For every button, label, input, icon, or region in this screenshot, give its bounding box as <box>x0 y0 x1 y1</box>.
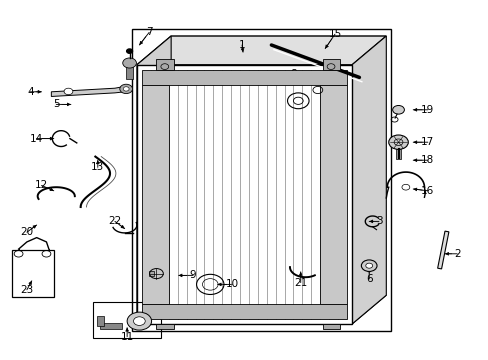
Text: 7: 7 <box>145 27 152 37</box>
Text: 1: 1 <box>238 40 245 50</box>
Text: 2: 2 <box>453 249 460 259</box>
Bar <box>126 65 133 79</box>
Circle shape <box>361 260 376 271</box>
Text: 11: 11 <box>120 332 134 342</box>
Text: 3: 3 <box>375 216 382 226</box>
Bar <box>148 271 153 276</box>
Text: 5: 5 <box>53 99 60 109</box>
Bar <box>320 85 346 304</box>
Bar <box>156 324 173 329</box>
Bar <box>395 149 400 159</box>
Text: 21: 21 <box>293 278 307 288</box>
Circle shape <box>120 84 132 94</box>
Circle shape <box>133 317 145 325</box>
Text: 8: 8 <box>289 69 296 79</box>
Bar <box>322 324 339 329</box>
Polygon shape <box>137 36 171 324</box>
Polygon shape <box>437 231 448 269</box>
Text: 20: 20 <box>20 227 33 237</box>
Bar <box>132 29 390 331</box>
Bar <box>322 59 339 70</box>
Circle shape <box>126 49 132 53</box>
Text: 15: 15 <box>327 29 341 39</box>
Circle shape <box>388 135 407 149</box>
Circle shape <box>123 87 129 91</box>
Bar <box>156 59 173 70</box>
Circle shape <box>64 88 73 95</box>
Circle shape <box>127 312 151 330</box>
Circle shape <box>122 58 136 68</box>
Polygon shape <box>351 36 386 324</box>
Bar <box>100 323 122 329</box>
Bar <box>12 250 54 297</box>
Polygon shape <box>137 36 386 65</box>
Bar <box>142 70 346 85</box>
Text: 16: 16 <box>420 186 434 196</box>
Bar <box>142 304 346 319</box>
Bar <box>97 316 104 326</box>
Text: 6: 6 <box>365 274 372 284</box>
Text: 19: 19 <box>420 105 434 115</box>
Polygon shape <box>51 86 129 96</box>
Text: 18: 18 <box>420 155 434 165</box>
Polygon shape <box>137 295 386 324</box>
Text: 13: 13 <box>91 162 104 172</box>
Text: 23: 23 <box>20 285 34 295</box>
Circle shape <box>365 263 372 268</box>
Polygon shape <box>137 65 351 324</box>
Bar <box>142 85 168 304</box>
Text: 12: 12 <box>35 180 48 190</box>
Text: 17: 17 <box>420 137 434 147</box>
Text: 14: 14 <box>30 134 43 144</box>
Text: 4: 4 <box>27 87 34 97</box>
Circle shape <box>392 105 404 114</box>
Bar <box>93 302 161 338</box>
Text: 10: 10 <box>225 279 238 289</box>
Text: 9: 9 <box>189 270 196 280</box>
Text: 22: 22 <box>108 216 122 226</box>
